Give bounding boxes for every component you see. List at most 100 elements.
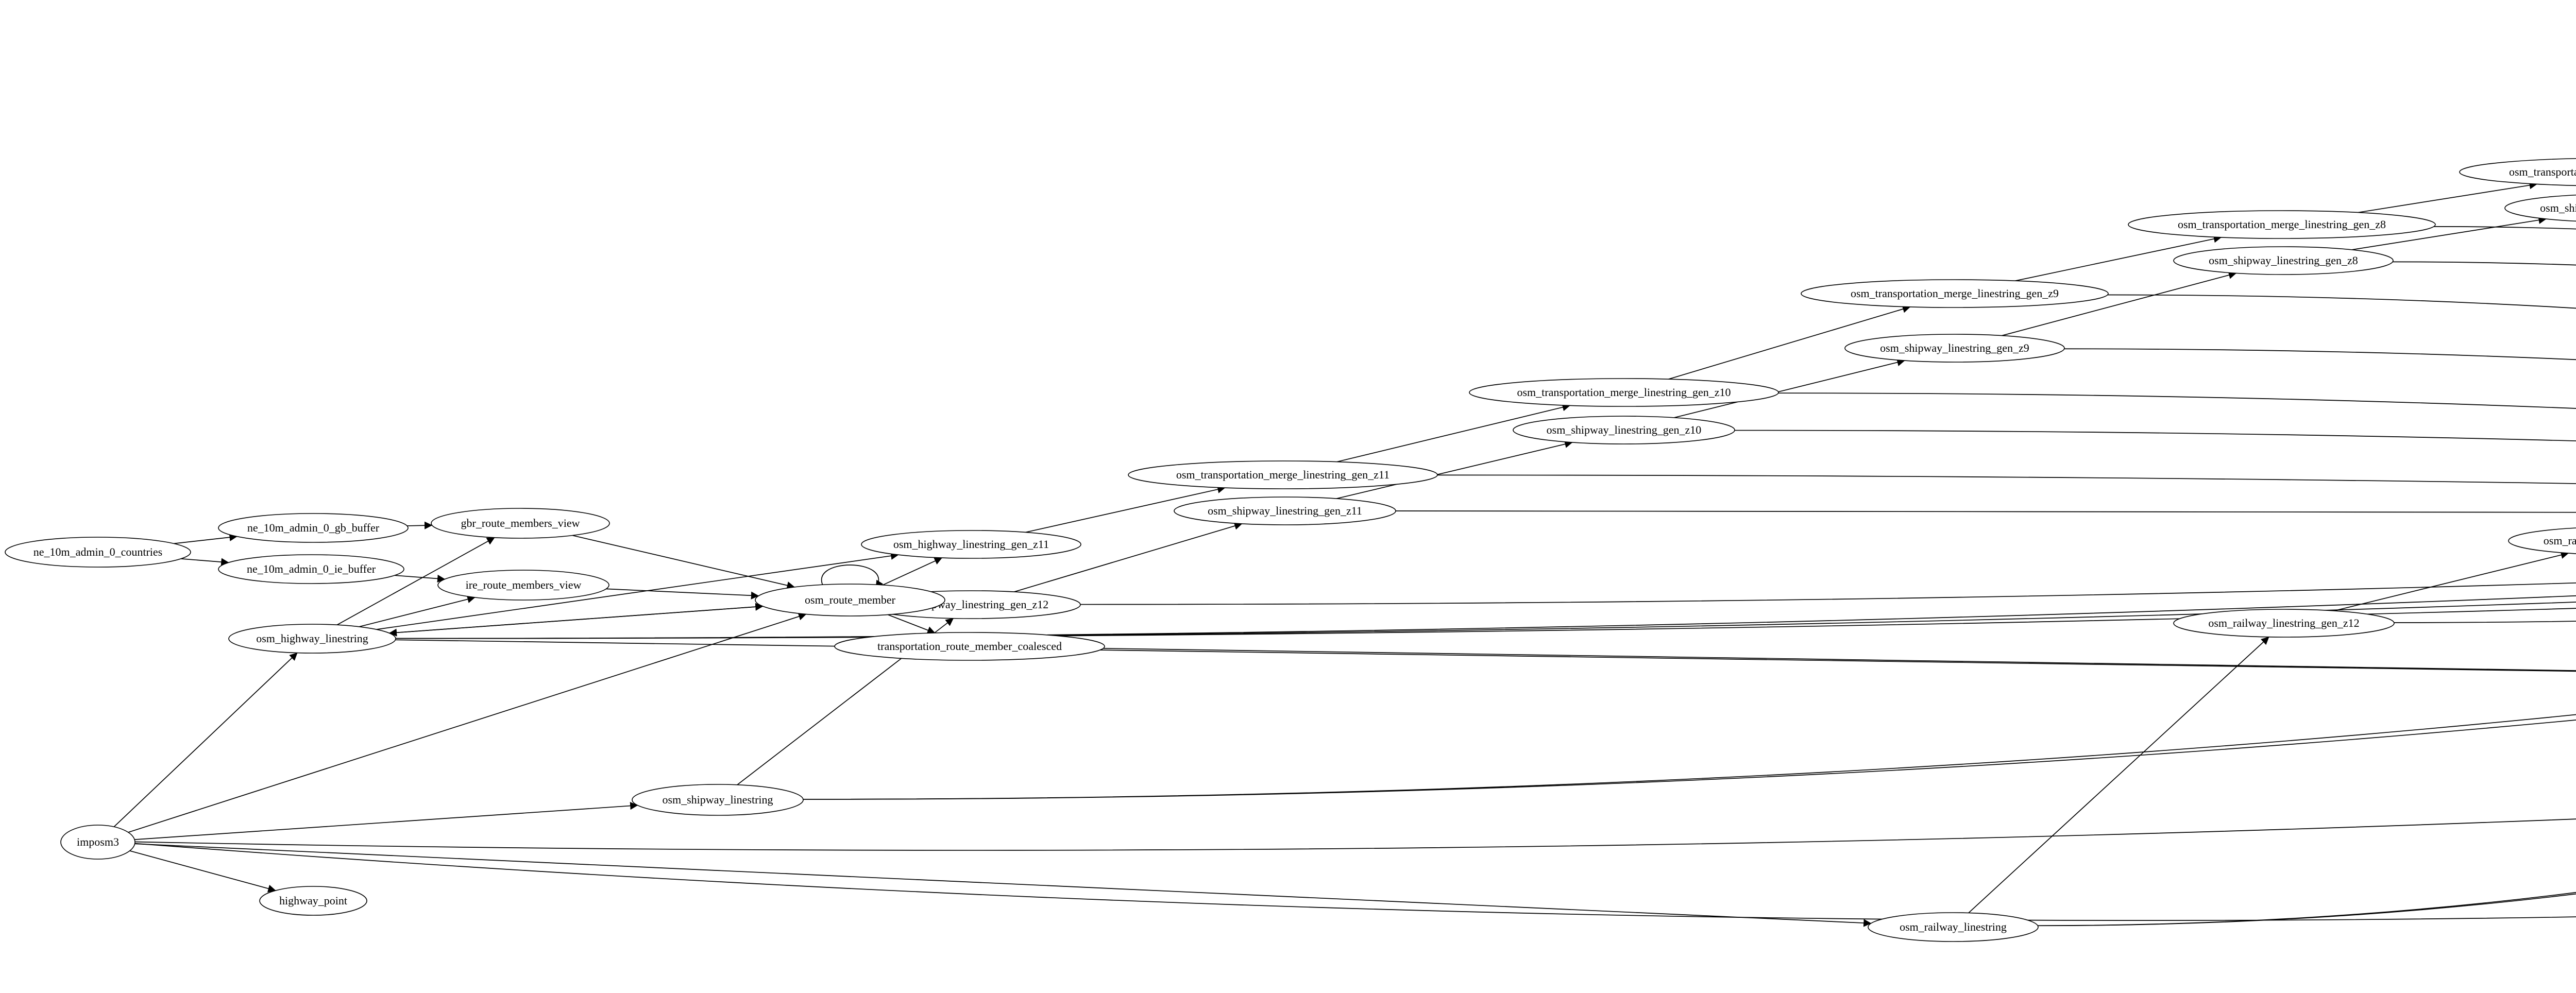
node-ellipse-m8 bbox=[2128, 210, 2436, 239]
node-label-s7: osm_shipway_linestring_gen_z7 bbox=[2540, 201, 2576, 214]
node-label-m10: osm_transportation_merge_linestring_gen_… bbox=[1517, 386, 1731, 399]
node-ellipse-m11 bbox=[1128, 460, 1438, 489]
edge-rail-r12 bbox=[1968, 637, 2269, 914]
node-label-s8: osm_shipway_linestring_gen_z8 bbox=[2209, 254, 2358, 267]
edge-gb-gbr bbox=[407, 521, 433, 529]
edge-coal-nn bbox=[1103, 648, 2576, 671]
node-osm_shipway_linestring_gen_z11: osm_shipway_linestring_gen_z11 bbox=[1174, 496, 1396, 525]
node-label-m7: osm_transportation_merge_linestring_gen_… bbox=[2509, 165, 2576, 178]
node-ne_10m_admin_0_gb_buffer: ne_10m_admin_0_gb_buffer bbox=[218, 513, 409, 543]
edge-s10-layer-z10 bbox=[1734, 430, 2576, 441]
edge-ie-ire bbox=[394, 574, 446, 583]
edge-s12-layer-z12 bbox=[1080, 582, 2576, 605]
edge-rm-coal bbox=[887, 614, 936, 634]
edge-hwl-ire bbox=[359, 595, 476, 627]
edges-layer bbox=[113, 181, 2576, 927]
edge-cty-ie bbox=[181, 558, 229, 566]
edge-imp-rail bbox=[134, 843, 1872, 927]
node-label-ie: ne_10m_admin_0_ie_buffer bbox=[247, 562, 376, 575]
node-label-m11: osm_transportation_merge_linestring_gen_… bbox=[1176, 468, 1389, 481]
node-ellipse-ship bbox=[632, 784, 804, 816]
edge-imp-hpt bbox=[129, 850, 276, 893]
node-osm_transportation_merge_linestring_gen_z8: osm_transportation_merge_linestring_gen_… bbox=[2128, 210, 2436, 239]
node-ellipse-s9 bbox=[1844, 334, 2065, 363]
node-label-hwl: osm_highway_linestring bbox=[256, 632, 368, 645]
node-label-m9: osm_transportation_merge_linestring_gen_… bbox=[1851, 287, 2059, 300]
node-ellipse-hw11 bbox=[861, 530, 1081, 559]
node-ellipse-m7 bbox=[2459, 158, 2576, 186]
node-osm_transportation_merge_linestring_gen_z9: osm_transportation_merge_linestring_gen_… bbox=[1801, 279, 2109, 308]
node-ellipse-s7 bbox=[2504, 194, 2576, 222]
node-osm_shipway_linestring_gen_z10: osm_shipway_linestring_gen_z10 bbox=[1513, 416, 1735, 444]
edge-hwl-gbr bbox=[336, 537, 495, 626]
node-ellipse-gbr bbox=[431, 508, 610, 539]
node-ne_10m_admin_0_ie_buffer: ne_10m_admin_0_ie_buffer bbox=[218, 554, 404, 584]
edge-rm-hw11 bbox=[882, 557, 943, 586]
node-label-gb: ne_10m_admin_0_gb_buffer bbox=[247, 521, 380, 534]
edge-m9-layer-z9 bbox=[2107, 294, 2576, 309]
node-label-r11: osm_railway_linestring_gen_z11 bbox=[2544, 534, 2576, 547]
edge-m11-layer-z11 bbox=[1437, 474, 2576, 484]
edge-s9-s8 bbox=[2002, 271, 2237, 336]
node-transportation_route_member_coalesced: transportation_route_member_coalesced bbox=[834, 632, 1105, 661]
node-imposm3: imposm3 bbox=[60, 825, 135, 860]
node-label-r12: osm_railway_linestring_gen_z12 bbox=[2208, 617, 2359, 629]
node-ellipse-m10 bbox=[1469, 378, 1779, 407]
node-label-ship: osm_shipway_linestring bbox=[662, 793, 773, 806]
edge-gbr-rm bbox=[572, 535, 795, 590]
node-label-m8: osm_transportation_merge_linestring_gen_… bbox=[2178, 218, 2386, 231]
node-osm_transportation_merge_linestring_gen_z7: osm_transportation_merge_linestring_gen_… bbox=[2459, 158, 2576, 186]
node-label-s10: osm_shipway_linestring_gen_z10 bbox=[1547, 423, 1702, 436]
node-label-hw11: osm_highway_linestring_gen_z11 bbox=[893, 538, 1049, 551]
edge-s8-layer-z8 bbox=[2393, 261, 2576, 266]
node-label-gbr: gbr_route_members_view bbox=[461, 517, 580, 529]
node-label-ire: ire_route_members_view bbox=[466, 578, 582, 591]
edge-ire-rm bbox=[606, 588, 759, 600]
node-ellipse-s8 bbox=[2173, 246, 2394, 275]
edge-hwl-nn bbox=[395, 639, 2576, 672]
edge-m9-m8 bbox=[2015, 235, 2222, 282]
edge-imp-hwl bbox=[113, 652, 298, 827]
edge-imp-rm bbox=[128, 612, 807, 833]
node-ellipse-hwl bbox=[228, 624, 396, 654]
edge-rail-layer-z13 bbox=[2038, 892, 2576, 927]
node-label-rm: osm_route_member bbox=[805, 593, 896, 606]
node-ellipse-rm bbox=[755, 584, 945, 617]
node-ellipse-r11 bbox=[2508, 527, 2576, 554]
node-highway_point: highway_point bbox=[259, 886, 367, 916]
edge-hwl-layer-z14+ bbox=[395, 608, 2576, 639]
node-label-rail: osm_railway_linestring bbox=[1900, 920, 2007, 933]
node-osm_shipway_linestring_gen_z9: osm_shipway_linestring_gen_z9 bbox=[1844, 334, 2065, 363]
edge-r12-r11 bbox=[2334, 551, 2569, 611]
edge-imp-air bbox=[134, 818, 2576, 851]
node-ellipse-s11 bbox=[1174, 496, 1396, 525]
edge-s9-layer-z9 bbox=[2064, 348, 2576, 361]
edge-imp-hpg bbox=[134, 843, 2576, 921]
node-label-s9: osm_shipway_linestring_gen_z9 bbox=[1880, 341, 2029, 354]
edge-s8-s7 bbox=[2351, 216, 2547, 250]
node-osm_shipway_linestring_gen_z8: osm_shipway_linestring_gen_z8 bbox=[2173, 246, 2394, 275]
edge-imp-ship bbox=[134, 801, 638, 840]
edge-hwl-layer-z12 bbox=[395, 595, 2576, 639]
node-osm_shipway_linestring: osm_shipway_linestring bbox=[632, 784, 804, 816]
node-ellipse-coal bbox=[834, 632, 1105, 661]
node-osm_transportation_merge_linestring_gen_z11: osm_transportation_merge_linestring_gen_… bbox=[1128, 460, 1438, 489]
node-osm_route_member: osm_route_member bbox=[755, 584, 945, 617]
node-ire_route_members_view: ire_route_members_view bbox=[437, 570, 609, 601]
node-osm_shipway_linestring_gen_z7: osm_shipway_linestring_gen_z7 bbox=[2504, 194, 2576, 222]
edge-m8-m7 bbox=[2358, 181, 2537, 213]
node-osm_railway_linestring: osm_railway_linestring bbox=[1868, 912, 2039, 942]
edge-m10-layer-z10 bbox=[1778, 392, 2576, 409]
edge-hwl-layer-z13 bbox=[395, 602, 2576, 639]
node-osm_highway_linestring_gen_z11: osm_highway_linestring_gen_z11 bbox=[861, 530, 1081, 559]
node-ellipse-s10 bbox=[1513, 416, 1735, 444]
node-ellipse-rail bbox=[1868, 912, 2039, 942]
edge-ship-layer-z14+ bbox=[803, 720, 2576, 800]
edge-s10-s9 bbox=[1674, 358, 1905, 418]
node-label-coal: transportation_route_member_coalesced bbox=[877, 640, 1062, 653]
edge-s11-layer-z11 bbox=[1395, 510, 2576, 512]
edge-rm-rm bbox=[821, 564, 884, 589]
node-osm_railway_linestring_gen_z12: osm_railway_linestring_gen_z12 bbox=[2173, 609, 2395, 638]
